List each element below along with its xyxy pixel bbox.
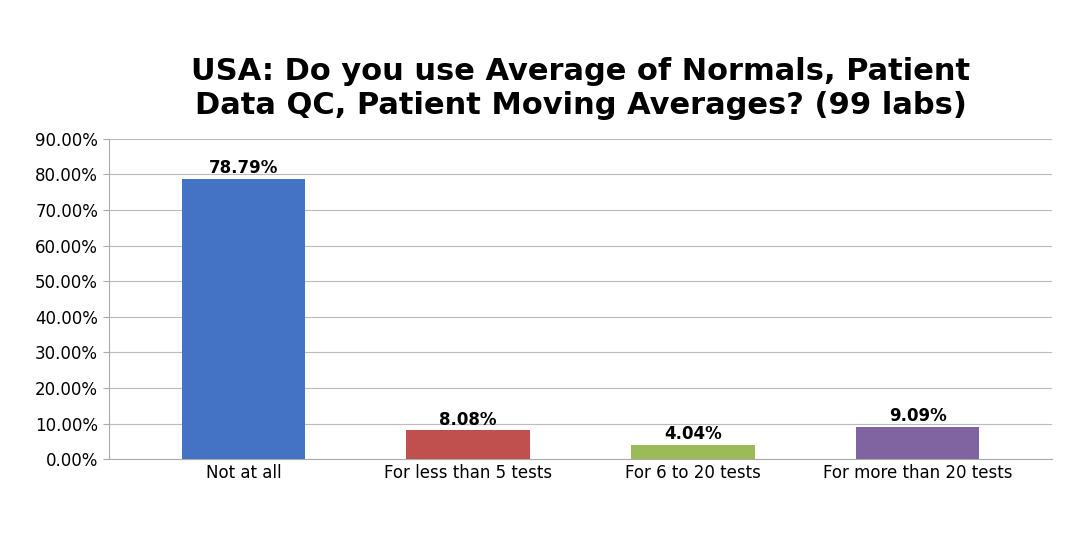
Text: 78.79%: 78.79% <box>208 159 278 177</box>
Text: 4.04%: 4.04% <box>664 425 722 443</box>
Bar <box>631 445 755 459</box>
Bar <box>856 427 980 459</box>
Title: USA: Do you use Average of Normals, Patient
Data QC, Patient Moving Averages? (9: USA: Do you use Average of Normals, Pati… <box>191 57 970 120</box>
Text: 9.09%: 9.09% <box>889 407 946 425</box>
Bar <box>181 179 305 459</box>
Bar <box>406 430 529 459</box>
Text: 8.08%: 8.08% <box>439 411 497 429</box>
